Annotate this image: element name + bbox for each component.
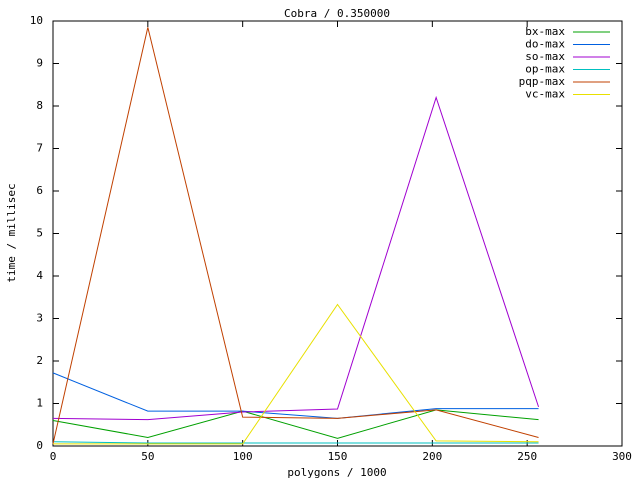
chart-title: Cobra / 0.350000 <box>284 7 390 20</box>
x-tick-label: 100 <box>233 450 253 463</box>
y-tick-label: 0 <box>36 439 43 452</box>
legend-label: bx-max <box>525 25 565 38</box>
x-tick-label: 250 <box>517 450 537 463</box>
y-tick-label: 1 <box>36 397 43 410</box>
series-line <box>52 441 539 444</box>
series-line <box>52 95 540 421</box>
x-tick-label: 200 <box>422 450 442 463</box>
y-tick-label: 2 <box>36 354 43 367</box>
legend-label: so-max <box>525 50 565 63</box>
y-tick-label: 4 <box>36 269 43 282</box>
legend-label: pqp-max <box>519 75 566 88</box>
y-tick-label: 3 <box>36 312 43 325</box>
y-tick-label: 7 <box>36 142 43 155</box>
y-tick-label: 8 <box>36 99 43 112</box>
legend-label: op-max <box>525 63 565 76</box>
y-tick-label: 9 <box>36 57 43 70</box>
x-tick-label: 0 <box>50 450 57 463</box>
x-tick-label: 50 <box>141 450 154 463</box>
series-line <box>53 303 539 445</box>
series-line <box>52 27 539 444</box>
x-tick-label: 300 <box>612 450 632 463</box>
series-line <box>52 409 539 439</box>
series-line <box>52 372 539 419</box>
y-tick-label: 10 <box>30 14 43 27</box>
y-tick-label: 6 <box>36 184 43 197</box>
legend-label: do-max <box>525 38 565 51</box>
y-axis-label: time / millisec <box>5 183 18 282</box>
legend-label: vc-max <box>525 88 565 101</box>
y-tick-label: 5 <box>36 227 43 240</box>
x-tick-label: 150 <box>328 450 348 463</box>
x-axis-label: polygons / 1000 <box>287 466 386 479</box>
